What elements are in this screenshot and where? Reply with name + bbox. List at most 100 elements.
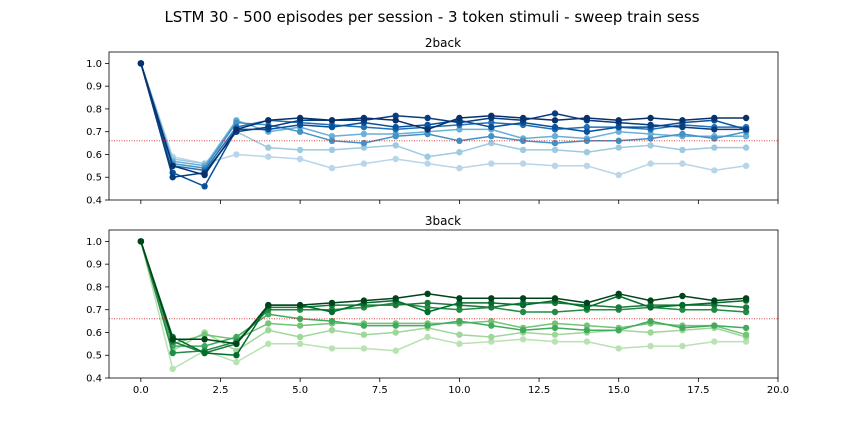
- axes-frame-3back: [108, 229, 779, 379]
- series-line-2back-2: [140, 63, 747, 167]
- data-point-3back-3-13: [551, 324, 559, 332]
- data-point-2back-0-4: [265, 153, 272, 160]
- data-point-2back-7-4: [265, 117, 272, 124]
- x-tick-label-3back-2: 5.0: [292, 385, 308, 396]
- data-point-3back-1-5: [296, 333, 304, 341]
- data-point-3back-0-16: [647, 342, 654, 350]
- data-point-2back-4-14: [583, 123, 591, 131]
- data-point-3back-7-6: [328, 299, 336, 307]
- data-point-3back-3-8: [392, 322, 399, 329]
- data-point-3back-3-3: [233, 333, 240, 341]
- data-point-3back-6-3: [233, 352, 240, 359]
- data-point-3back-6-2: [201, 349, 208, 357]
- data-point-3back-3-7: [360, 322, 368, 329]
- x-tick-label-3back-6: 15.0: [608, 385, 630, 396]
- data-point-2back-1-12: [519, 146, 527, 154]
- axes-frame-2back: [108, 51, 779, 201]
- data-point-3back-0-14: [583, 338, 591, 345]
- data-point-2back-7-10: [456, 114, 463, 122]
- data-point-3back-6-14: [583, 304, 591, 311]
- data-point-3back-0-12: [519, 336, 527, 343]
- data-point-2back-2-7: [360, 130, 368, 138]
- data-point-2back-6-4: [265, 123, 272, 131]
- data-point-3back-7-15: [615, 290, 622, 297]
- data-point-3back-1-11: [488, 333, 495, 341]
- data-point-2back-1-15: [615, 144, 622, 151]
- data-point-3back-2-11: [488, 317, 495, 325]
- series-line-2back-1: [140, 63, 747, 165]
- data-point-3back-6-9: [424, 308, 431, 316]
- x-tick-label-3back-4: 10.0: [448, 385, 470, 396]
- data-point-2back-0-3: [233, 151, 240, 158]
- y-tick-label-2back-5: 0.9: [86, 82, 102, 93]
- data-point-2back-7-11: [488, 112, 495, 120]
- data-point-3back-3-6: [328, 317, 336, 325]
- data-point-3back-7-2: [201, 336, 208, 343]
- data-point-2back-0-12: [519, 160, 527, 167]
- data-point-2back-2-19: [742, 133, 750, 140]
- data-point-3back-2-14: [583, 322, 591, 329]
- panel-3back: 3back 0.0 2.5 5.0 7.5 10.0 12.5 15.0 17.5 20.00.…: [86, 214, 789, 396]
- y-tick-label-2back-3: 0.7: [86, 127, 102, 138]
- data-point-3back-7-11: [488, 295, 495, 302]
- data-point-2back-1-5: [296, 146, 304, 154]
- data-point-2back-2-13: [551, 133, 559, 140]
- data-point-3back-7-18: [711, 297, 718, 304]
- series-line-3back-7: [140, 241, 747, 345]
- data-point-2back-7-9: [424, 126, 431, 133]
- data-point-2back-3-18: [711, 135, 718, 142]
- data-point-2back-3-8: [392, 133, 399, 140]
- data-point-3back-3-9: [424, 322, 431, 329]
- data-point-3back-0-18: [711, 338, 718, 345]
- data-point-2back-7-5: [296, 114, 304, 122]
- data-point-3back-6-10: [456, 299, 463, 307]
- data-point-2back-0-7: [360, 160, 368, 167]
- data-point-3back-4-9: [424, 304, 431, 311]
- data-point-2back-0-8: [392, 155, 399, 163]
- y-tick-label-3back-2: 0.6: [86, 328, 102, 339]
- data-point-2back-7-2: [201, 171, 208, 179]
- data-point-2back-3-15: [615, 137, 622, 144]
- data-point-3back-4-1: [169, 349, 176, 357]
- y-tick-label-2back-0: 0.4: [86, 196, 102, 207]
- data-point-3back-6-16: [647, 304, 654, 311]
- data-point-2back-2-6: [328, 133, 336, 140]
- y-tick-label-3back-1: 0.5: [86, 351, 102, 362]
- y-tick-label-3back-6: 1.0: [86, 237, 102, 248]
- panel-2back: 2back 0.4 0.5 0.6 0.7 0.8 0.9 1.0: [86, 36, 779, 207]
- data-point-3back-6-11: [488, 299, 495, 307]
- data-point-3back-7-7: [360, 297, 368, 304]
- data-point-3back-0-3: [233, 358, 240, 366]
- data-point-3back-4-19: [742, 308, 750, 316]
- data-point-3back-7-5: [296, 301, 304, 309]
- data-point-3back-5-19: [742, 304, 750, 311]
- data-point-3back-3-11: [488, 322, 495, 329]
- data-point-3back-1-10: [456, 331, 463, 338]
- data-point-3back-7-10: [456, 295, 463, 302]
- data-point-2back-0-9: [424, 160, 431, 167]
- data-point-3back-0-5: [296, 340, 304, 347]
- data-point-2back-5-11: [488, 123, 495, 131]
- x-tick-label-3back-3: 7.5: [372, 385, 388, 396]
- data-point-2back-6-16: [647, 121, 654, 129]
- data-point-2back-0-11: [488, 160, 495, 167]
- series-line-2back-3: [140, 63, 747, 169]
- data-point-2back-0-18: [711, 167, 718, 174]
- x-tick-label-3back-7: 17.5: [687, 385, 709, 396]
- data-point-2back-3-9: [424, 130, 431, 138]
- data-point-3back-1-13: [551, 331, 559, 338]
- data-point-2back-7-14: [583, 114, 591, 122]
- data-point-3back-7-0: [137, 238, 145, 245]
- data-point-3back-3-4: [265, 311, 272, 318]
- data-point-3back-0-15: [615, 345, 622, 352]
- data-point-2back-1-7: [360, 144, 368, 151]
- data-point-2back-3-3: [233, 119, 240, 126]
- series-line-2back-0: [140, 63, 747, 176]
- y-tick-label-3back-3: 0.7: [86, 305, 102, 316]
- data-point-3back-1-6: [328, 327, 336, 334]
- data-point-2back-6-1: [169, 174, 176, 181]
- data-point-2back-5-9: [424, 121, 431, 129]
- data-point-3back-6-12: [519, 301, 527, 309]
- data-point-2back-5-5: [296, 121, 304, 129]
- data-point-2back-7-18: [711, 114, 718, 122]
